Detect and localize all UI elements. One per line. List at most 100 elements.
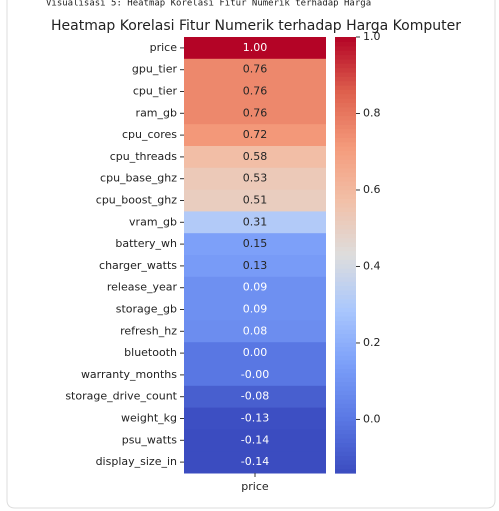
y-tick-label: storage_gb bbox=[116, 303, 177, 316]
colorbar-tick-label: 0.6 bbox=[363, 183, 381, 196]
colorbar-segment bbox=[335, 63, 356, 69]
colorbar-segment bbox=[335, 316, 356, 321]
y-tick-label: cpu_boost_ghz bbox=[96, 194, 177, 207]
colorbar-segment bbox=[335, 84, 356, 90]
colorbar-segment bbox=[335, 350, 356, 356]
y-tick-label: psu_watts bbox=[122, 433, 178, 446]
colorbar-segment bbox=[335, 189, 356, 195]
heatmap-cell bbox=[184, 233, 326, 256]
chart-title: Heatmap Korelasi Fitur Numerik terhadap … bbox=[51, 18, 461, 34]
colorbar-segment bbox=[335, 50, 356, 56]
y-tick-label: weight_kg bbox=[121, 412, 177, 425]
y-tick-label: vram_gb bbox=[129, 215, 177, 228]
colorbar-segment bbox=[335, 416, 356, 422]
colorbar-segment bbox=[335, 167, 356, 173]
colorbar-segment bbox=[335, 228, 356, 234]
colorbar-segment bbox=[335, 215, 356, 221]
colorbar-segment bbox=[335, 289, 356, 295]
y-tick-label: refresh_hz bbox=[120, 324, 177, 337]
colorbar-segment bbox=[335, 106, 356, 112]
y-tick-label: price bbox=[150, 41, 178, 54]
cell-label: 1.00 bbox=[243, 41, 268, 54]
colorbar-segment bbox=[335, 377, 356, 383]
cell-label: 0.76 bbox=[243, 85, 268, 98]
cell-label: 0.51 bbox=[243, 194, 268, 207]
colorbar-segment bbox=[335, 355, 356, 361]
colorbar-segment bbox=[335, 398, 356, 404]
y-tick-label: cpu_tier bbox=[133, 85, 178, 98]
colorbar-segment bbox=[335, 329, 356, 335]
colorbar-segment bbox=[335, 438, 356, 444]
heatmap-cell bbox=[184, 37, 326, 60]
colorbar-segment bbox=[335, 185, 356, 191]
colorbar-segment bbox=[335, 385, 356, 391]
colorbar-segment bbox=[335, 37, 356, 42]
heatmap-cell bbox=[184, 167, 326, 191]
colorbar-segment bbox=[335, 89, 356, 95]
colorbar-segment bbox=[335, 154, 356, 160]
colorbar-segment bbox=[335, 41, 356, 47]
colorbar-segment bbox=[335, 124, 356, 130]
colorbar-segment bbox=[335, 93, 356, 99]
x-tick-label: price bbox=[241, 480, 269, 493]
colorbar-segment bbox=[335, 180, 356, 186]
colorbar-segment bbox=[335, 342, 356, 348]
cell-label: 0.15 bbox=[243, 237, 268, 250]
colorbar-segment bbox=[335, 390, 356, 396]
cell-label: 0.72 bbox=[243, 128, 268, 141]
colorbar-segment bbox=[335, 333, 356, 339]
colorbar-segment bbox=[335, 442, 356, 448]
colorbar-segment bbox=[335, 128, 356, 134]
colorbar-segment bbox=[335, 320, 356, 326]
colorbar-segment bbox=[335, 255, 356, 260]
colorbar-segment bbox=[335, 281, 356, 287]
colorbar-segment bbox=[335, 102, 356, 108]
colorbar-segment bbox=[335, 464, 356, 470]
cell-label: 0.53 bbox=[243, 172, 268, 185]
colorbar-segment bbox=[335, 394, 356, 400]
colorbar-segment bbox=[335, 198, 356, 204]
colorbar-segment bbox=[335, 233, 356, 239]
colorbar-segment bbox=[335, 67, 356, 73]
colorbar-segment bbox=[335, 211, 356, 217]
colorbar-segment bbox=[335, 298, 356, 304]
colorbar-tick-label: 1.0 bbox=[363, 30, 381, 43]
heatmap-cell bbox=[184, 80, 326, 103]
colorbar-segment bbox=[335, 324, 356, 330]
colorbar-segment bbox=[335, 368, 356, 374]
colorbar-segment bbox=[335, 302, 356, 308]
colorbar-segment bbox=[335, 307, 356, 313]
colorbar-segment bbox=[335, 429, 356, 435]
cell-label: -0.13 bbox=[241, 412, 269, 425]
cell-label: 0.31 bbox=[243, 215, 268, 228]
y-tick-label: cpu_base_ghz bbox=[100, 172, 177, 185]
colorbar-segment bbox=[335, 76, 356, 82]
colorbar-segment bbox=[335, 220, 356, 226]
y-tick-label: bluetooth bbox=[124, 346, 177, 359]
heatmap-cell bbox=[184, 255, 326, 278]
colorbar-segment bbox=[335, 459, 356, 465]
colorbar-segment bbox=[335, 285, 356, 291]
colorbar-segment bbox=[335, 58, 356, 64]
y-tick-label: battery_wh bbox=[115, 237, 177, 250]
colorbar-segment bbox=[335, 202, 356, 208]
heatmap-cell bbox=[184, 124, 326, 147]
colorbar-segment bbox=[335, 294, 356, 300]
colorbar-segment bbox=[335, 111, 356, 117]
colorbar-segment bbox=[335, 381, 356, 387]
colorbar-segment bbox=[335, 359, 356, 365]
colorbar-segment bbox=[335, 241, 356, 247]
colorbar-segment bbox=[335, 146, 356, 151]
colorbar-segment bbox=[335, 337, 356, 343]
colorbar-segment bbox=[335, 420, 356, 426]
heatmap-cell bbox=[184, 385, 326, 409]
colorbar-segment bbox=[335, 193, 356, 199]
cell-label: -0.08 bbox=[241, 390, 269, 403]
heatmap-cell bbox=[184, 58, 326, 82]
colorbar-segment bbox=[335, 176, 356, 182]
colorbar-tick-label: 0.2 bbox=[363, 336, 381, 349]
colorbar-tick-label: 0.0 bbox=[363, 412, 381, 425]
y-tick-label: gpu_tier bbox=[132, 63, 178, 76]
colorbar-segment bbox=[335, 115, 356, 121]
